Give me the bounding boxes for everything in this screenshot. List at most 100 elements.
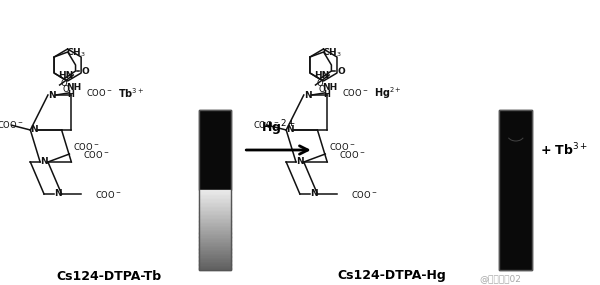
Bar (199, 194, 230, 195)
Text: H: H (68, 90, 74, 99)
Bar (199, 191, 230, 193)
Bar (199, 258, 230, 259)
Text: Hg$^{2+}$: Hg$^{2+}$ (374, 85, 402, 101)
Bar (199, 224, 230, 226)
Bar (199, 241, 230, 243)
Text: COO$^-$: COO$^-$ (0, 119, 24, 131)
Text: COO$^-$: COO$^-$ (83, 148, 110, 160)
Text: @昊然生瘂02: @昊然生瘂02 (479, 274, 521, 284)
Bar (199, 233, 230, 235)
Text: O: O (82, 66, 89, 76)
Bar (199, 268, 230, 270)
Text: Hg$^{2+}$: Hg$^{2+}$ (261, 118, 296, 138)
Bar (199, 263, 230, 265)
Text: N: N (310, 190, 317, 198)
Bar (199, 110, 230, 270)
Bar (199, 251, 230, 253)
Text: N: N (31, 125, 38, 135)
Bar (199, 211, 230, 213)
Text: N: N (54, 190, 62, 198)
Text: COO$^-$: COO$^-$ (342, 87, 368, 99)
Bar (199, 201, 230, 203)
Text: COO$^-$: COO$^-$ (329, 141, 356, 152)
Text: N: N (48, 91, 56, 99)
Bar (199, 221, 230, 223)
Bar (199, 266, 230, 267)
Bar (199, 208, 230, 210)
Text: N: N (286, 125, 294, 135)
Bar (499, 110, 532, 270)
Text: Cs124-DTPA-Tb: Cs124-DTPA-Tb (56, 270, 161, 282)
Text: COO$^-$: COO$^-$ (73, 141, 100, 152)
Text: HN: HN (314, 70, 329, 80)
Bar (199, 231, 230, 233)
Bar (199, 192, 230, 194)
Bar (199, 196, 230, 198)
Bar (199, 239, 230, 241)
Bar (199, 245, 230, 247)
Bar (199, 267, 230, 269)
Bar (199, 243, 230, 245)
Bar (199, 110, 230, 190)
Bar (199, 205, 230, 207)
Bar (199, 217, 230, 219)
Bar (199, 223, 230, 225)
Text: N: N (40, 158, 48, 166)
Bar (499, 110, 532, 270)
Bar (199, 228, 230, 230)
Bar (199, 249, 230, 251)
Bar (199, 240, 230, 242)
Bar (199, 232, 230, 234)
Bar (199, 219, 230, 221)
Bar (199, 259, 230, 261)
Bar (199, 215, 230, 217)
Text: O: O (337, 66, 345, 76)
Bar (199, 203, 230, 205)
Bar (199, 190, 230, 191)
Bar (199, 212, 230, 214)
Bar (199, 198, 230, 199)
Text: CH$_3$: CH$_3$ (65, 46, 85, 59)
Text: N: N (304, 91, 311, 99)
Bar (199, 207, 230, 209)
Text: Tb$^{3+}$: Tb$^{3+}$ (118, 86, 145, 100)
Bar (199, 236, 230, 238)
Text: O: O (318, 86, 325, 95)
Bar (199, 255, 230, 257)
Bar (199, 220, 230, 222)
Bar (199, 264, 230, 266)
Bar (199, 248, 230, 250)
Text: COO$^-$: COO$^-$ (95, 188, 121, 200)
Bar (199, 216, 230, 218)
Text: O: O (60, 78, 67, 87)
Bar (199, 235, 230, 237)
Bar (199, 204, 230, 206)
Bar (199, 213, 230, 215)
Bar (199, 209, 230, 211)
Bar (199, 252, 230, 254)
Text: COO$^-$: COO$^-$ (86, 87, 113, 99)
Text: COO$^-$: COO$^-$ (350, 188, 377, 200)
Text: + Tb$^{3+}$: + Tb$^{3+}$ (540, 142, 589, 158)
Text: O: O (316, 78, 323, 87)
Text: N: N (296, 158, 304, 166)
Bar (199, 256, 230, 258)
Bar (199, 229, 230, 231)
Bar (199, 262, 230, 263)
Bar (199, 260, 230, 262)
Text: NH: NH (66, 83, 81, 92)
Bar (199, 244, 230, 246)
Bar (199, 247, 230, 249)
Bar (199, 227, 230, 229)
Text: Cs124-DTPA-Hg: Cs124-DTPA-Hg (337, 270, 446, 282)
Bar (199, 199, 230, 201)
Text: COO$^-$: COO$^-$ (339, 148, 365, 160)
Bar (199, 195, 230, 197)
Bar (199, 253, 230, 255)
Text: H: H (323, 90, 331, 99)
Text: HN: HN (58, 70, 73, 80)
Text: CH$_3$: CH$_3$ (322, 46, 341, 59)
Text: O: O (62, 86, 69, 95)
Bar (199, 237, 230, 239)
Text: COO$^-$: COO$^-$ (253, 119, 280, 131)
